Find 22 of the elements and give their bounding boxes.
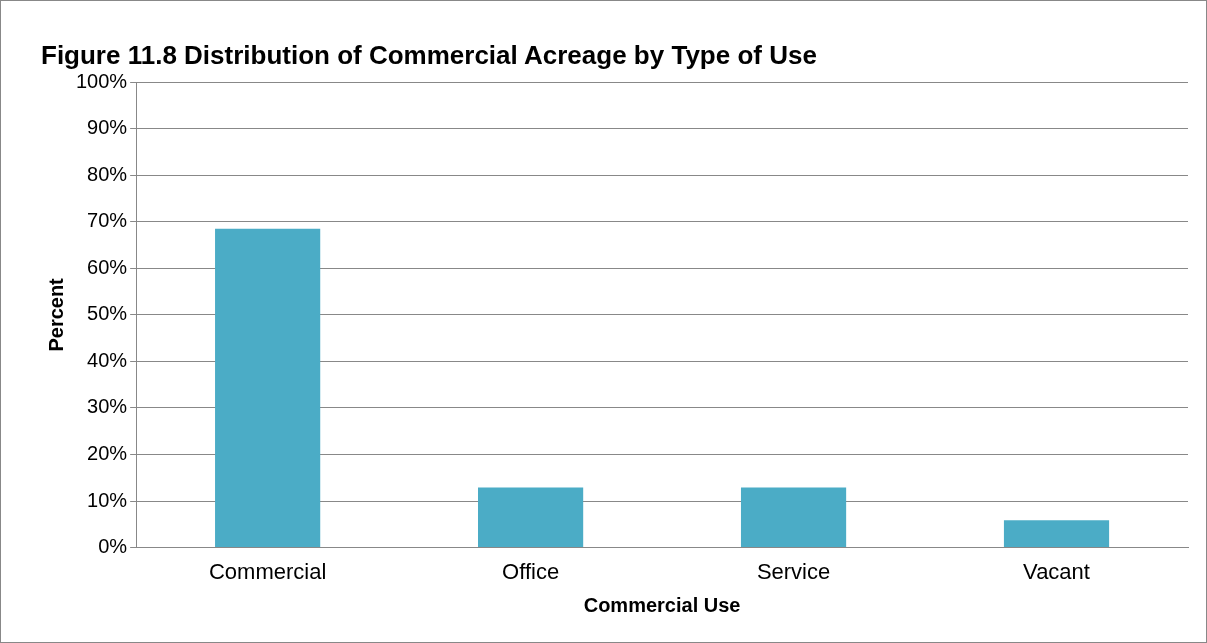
bar: [478, 487, 584, 548]
y-tick-label: 60%: [87, 255, 128, 278]
y-tick-label: 100%: [76, 69, 128, 92]
y-axis-title: Percent: [44, 277, 67, 352]
y-tick-label: 40%: [87, 348, 128, 371]
y-tick-label: 50%: [87, 302, 128, 325]
x-tick-label: Office: [502, 558, 560, 584]
y-tick-label: 0%: [98, 535, 128, 558]
y-tick-label: 90%: [87, 116, 128, 139]
y-tick-label: 80%: [87, 162, 128, 185]
x-tick-label: Commercial: [208, 558, 327, 584]
y-tick-label: 70%: [87, 209, 128, 232]
y-tick-label: 30%: [87, 395, 128, 418]
x-tick-label: Service: [756, 558, 831, 584]
y-tick-label: 20%: [87, 442, 128, 465]
chart-title: Figure 11.8 Distribution of Commercial Acreage by Type of Use: [41, 39, 817, 70]
x-tick-label: Vacant: [1023, 558, 1090, 584]
y-tick-label: 10%: [87, 488, 128, 511]
x-axis-title: Commercial Use: [583, 593, 741, 616]
bar: [215, 228, 321, 548]
bar: [740, 487, 847, 548]
bar: [1003, 520, 1110, 548]
